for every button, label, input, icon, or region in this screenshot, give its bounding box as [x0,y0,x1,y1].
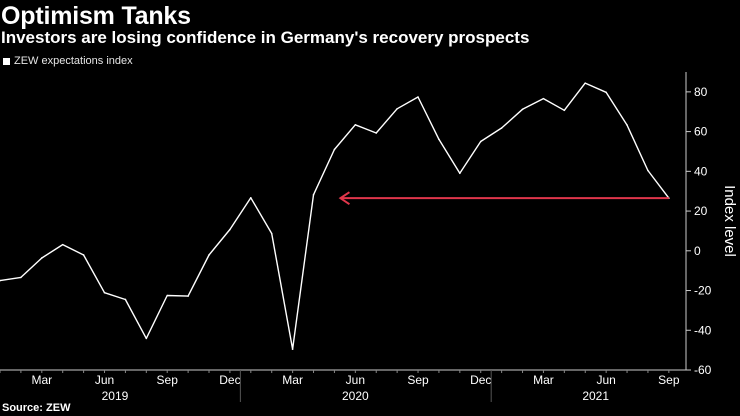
x-tick-label: Mar [282,373,303,387]
data-point [229,228,231,231]
data-point [563,109,566,112]
data-point [521,108,524,111]
y-tick-label: 40 [694,164,708,178]
data-point [647,169,649,172]
data-point [187,295,189,297]
data-point [61,243,64,246]
data-point [605,91,607,94]
data-point [20,276,22,279]
data-point [291,348,294,350]
data-point [124,298,127,301]
x-tick-label: Sep [658,373,680,387]
data-point [103,291,106,294]
data-point [626,124,628,126]
data-point [459,172,461,175]
x-tick-label: Sep [407,373,429,387]
y-tick-label: 80 [694,85,708,99]
data-point [396,107,398,110]
data-point [312,193,315,196]
chart-subtitle: Investors are losing confidence in Germa… [1,28,530,47]
data-point [250,196,252,199]
annotation-arrow-head [338,191,350,205]
x-tick-label: Mar [31,373,52,387]
year-label: 2019 [102,389,129,403]
y-tick-label: -20 [694,284,712,298]
data-point [166,294,169,297]
data-point [270,232,273,235]
data-point [82,254,85,256]
data-point [333,148,336,151]
y-tick-label: -40 [694,323,712,337]
x-tick-label: Sep [157,373,179,387]
y-tick-label: 0 [694,244,701,258]
legend: ZEW expectations index [3,55,133,67]
data-point [542,97,545,100]
x-tick-label: Dec [219,373,240,387]
legend-label: ZEW expectations index [14,55,133,67]
series-line-zew [0,82,670,350]
data-point [500,127,503,129]
source-note: Source: ZEW [2,402,71,414]
y-tick-label: -60 [694,363,712,377]
x-tick-label: Dec [470,373,491,387]
data-point [584,82,587,84]
x-tick-label: Mar [533,373,554,387]
data-point [438,138,440,141]
x-tick-label: Jun [346,373,365,387]
y-axis-title: Index level [721,185,738,257]
data-point [375,132,378,134]
y-tick-label: 60 [694,125,708,139]
data-point [0,279,1,282]
x-tick-label: Jun [596,373,615,387]
y-tick-label: 20 [694,204,708,218]
legend-swatch [3,57,10,65]
data-point [479,140,482,143]
data-point [354,124,357,126]
data-point [41,257,43,259]
chart-title: Optimism Tanks [1,2,191,30]
data-point [145,337,148,340]
year-label: 2021 [582,389,609,403]
data-point [417,96,419,98]
x-tick-label: Jun [95,373,114,387]
year-label: 2020 [342,389,369,403]
data-point [208,254,210,256]
